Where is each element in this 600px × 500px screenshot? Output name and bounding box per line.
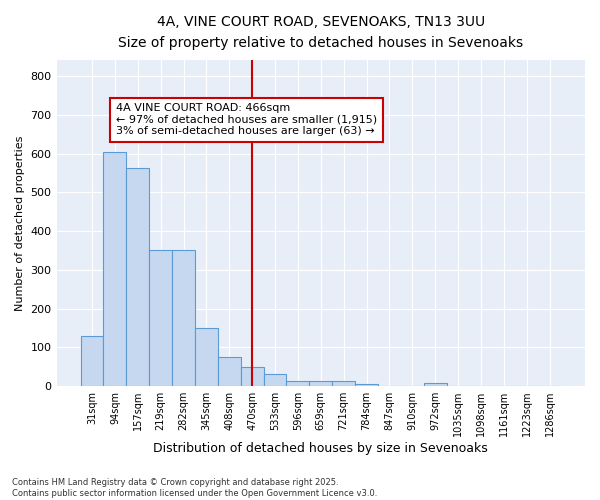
Text: Contains HM Land Registry data © Crown copyright and database right 2025.
Contai: Contains HM Land Registry data © Crown c… (12, 478, 377, 498)
Bar (424, 383, 446, 386)
Bar (172, 250, 195, 386)
Title: 4A, VINE COURT ROAD, SEVENOAKS, TN13 3UU
Size of property relative to detached h: 4A, VINE COURT ROAD, SEVENOAKS, TN13 3UU… (118, 15, 523, 50)
Bar (263, 374, 286, 386)
Bar (286, 381, 310, 386)
X-axis label: Distribution of detached houses by size in Sevenoaks: Distribution of detached houses by size … (154, 442, 488, 455)
Bar (355, 384, 378, 386)
Bar (80, 336, 103, 386)
Bar (149, 250, 172, 386)
Bar (332, 382, 355, 386)
Bar (241, 368, 263, 386)
Bar (195, 328, 218, 386)
Y-axis label: Number of detached properties: Number of detached properties (15, 136, 25, 311)
Bar (127, 168, 149, 386)
Bar (218, 357, 241, 386)
Text: 4A VINE COURT ROAD: 466sqm
← 97% of detached houses are smaller (1,915)
3% of se: 4A VINE COURT ROAD: 466sqm ← 97% of deta… (116, 103, 377, 136)
Bar (103, 152, 127, 386)
Bar (310, 382, 332, 386)
